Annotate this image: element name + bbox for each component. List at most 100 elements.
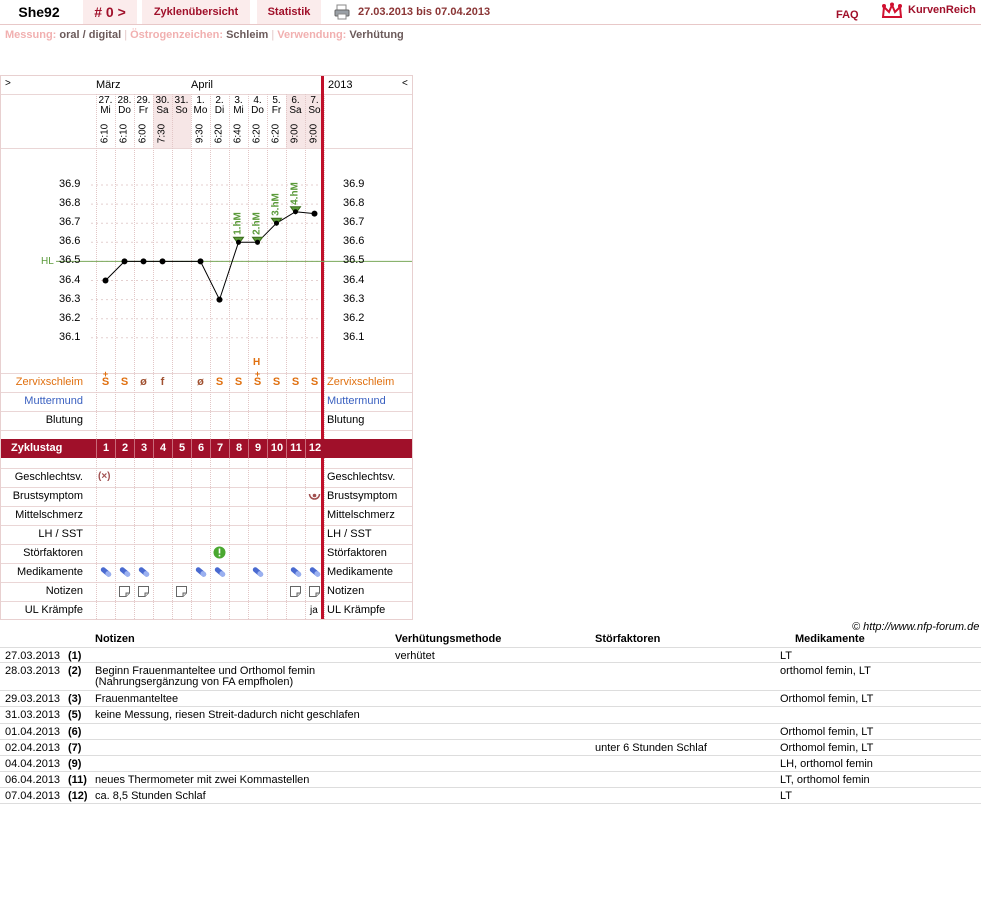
pill-icon (100, 566, 112, 578)
cervical-mucus-value: S (253, 376, 262, 388)
y-tick-label-right: 36.1 (343, 330, 365, 343)
temperature-point (197, 258, 204, 265)
row-label-mittelschmerz-right: Mittelschmerz (327, 509, 395, 521)
table-row: 06.04.2013 (11) neues Thermometer mit zwei… (0, 771, 981, 787)
table-end-line (0, 803, 981, 805)
header-notizen: Notizen (95, 633, 135, 645)
breast-symptom-icon (308, 490, 321, 503)
cell-medi: orthomol femin, LT (780, 665, 871, 677)
day-date: 27. (98, 95, 113, 106)
day-weekday: Do (251, 105, 264, 116)
cervical-mucus-value: ø (140, 376, 147, 388)
cycle-day-number: 2 (115, 439, 134, 458)
weekend-shade (305, 94, 324, 148)
day-weekday: Mi (233, 105, 244, 116)
messung-value: oral / digital (59, 29, 122, 41)
day-date: 28. (117, 95, 132, 106)
cell-verh: verhütet (395, 650, 435, 662)
row-label-notizen-right: Notizen (327, 585, 365, 597)
cell-cd: (6) (68, 726, 82, 738)
cell-medi: LH, orthomol femin (780, 758, 873, 770)
cycle-day-number: 5 (172, 439, 191, 458)
cell-note2: (Nahrungsergänzung von FA empfholen) (95, 676, 294, 688)
cell-date: 06.04.2013 (5, 774, 61, 786)
y-tick-label-right: 36.3 (343, 292, 365, 305)
tab-cycle-overview[interactable]: Zyklenübersicht (142, 0, 250, 24)
temperature-graph (56, 184, 412, 339)
disturbance-icon (213, 546, 226, 559)
cell-date: 27.03.2013 (5, 650, 61, 662)
printer-icon[interactable] (334, 4, 350, 20)
day-date: 31. (174, 95, 189, 106)
cell-cd: (3) (68, 693, 82, 705)
cycle-day-number: 4 (153, 439, 172, 458)
temperature-point (236, 239, 241, 245)
cell-date: 07.04.2013 (5, 790, 61, 802)
pill-icon (138, 566, 150, 578)
cell-cd: (7) (68, 742, 82, 754)
nav-next-button[interactable]: > (5, 78, 11, 89)
high-measurement-label: 2.hM (251, 212, 263, 236)
intercourse-protected-icon: (×) (98, 471, 111, 482)
day-grid-line (115, 94, 116, 619)
row-label-lhsst: LH / SST (38, 528, 83, 540)
table-row: 01.04.2013 (6) Orthomol femin, LT (0, 723, 981, 739)
cycle-day-number: 10 (267, 439, 286, 458)
table-row: 27.03.2013 (1) verhütet LT (0, 647, 981, 663)
cycle-day-number: 8 (229, 439, 248, 458)
cycle-day-number: 3 (134, 439, 153, 458)
day-date: 4. (253, 95, 262, 106)
cervical-mucus-value: f (160, 376, 165, 388)
row-label-stoerfaktoren: Störfaktoren (23, 547, 83, 559)
day-weekday: Do (118, 105, 131, 116)
cell-date: 01.04.2013 (5, 726, 61, 738)
cell-note: neues Thermometer mit zwei Kommastellen (95, 774, 310, 786)
header-stoerfaktoren: Störfaktoren (595, 633, 661, 645)
pill-icon (214, 566, 226, 578)
row-line (1, 148, 412, 149)
cell-cd: (5) (68, 709, 82, 721)
temperature-point (255, 239, 260, 245)
oestrogen-value: Schleim (226, 29, 269, 41)
cell-medi: LT, orthomol femin (780, 774, 870, 786)
day-date: 1. (196, 95, 205, 106)
ul-value: ja (310, 605, 318, 616)
cell-stoer: unter 6 Stunden Schlaf (595, 742, 707, 754)
day-grid-line (267, 94, 268, 619)
y-tick-label: 36.8 (59, 197, 81, 210)
cervical-mucus-value: S (215, 376, 224, 388)
cell-date: 29.03.2013 (5, 693, 61, 705)
verwendung-label: Verwendung: (277, 29, 347, 41)
kurvenreich-logo[interactable]: KurvenReich (908, 4, 976, 16)
day-grid-line (172, 94, 173, 619)
high-measurement-label: 1.hM (232, 212, 244, 236)
cell-cd: (2) (68, 665, 82, 677)
row-label-ul-right: UL Krämpfe (327, 604, 386, 616)
high-measurement-label: 4.hM (289, 181, 301, 205)
pill-icon (252, 566, 264, 578)
row-label-zervix: Zervixschleim (15, 376, 83, 388)
header-medikamente: Medikamente (795, 633, 865, 645)
table-row: 29.03.2013 (3) Frauenmanteltee Orthomol fem… (0, 690, 981, 706)
temperature-point (140, 258, 147, 265)
tab-statistics[interactable]: Statistik (257, 0, 321, 24)
row-label-zervix-right: Zervixschleim (327, 376, 395, 388)
cell-note: Frauenmanteltee (95, 693, 179, 705)
weekend-shade (172, 94, 191, 148)
cell-medi: Orthomol femin, LT (780, 742, 874, 754)
oestrogen-label: Östrogenzeichen: (130, 29, 224, 41)
faq-link[interactable]: FAQ (836, 9, 859, 21)
year-label: 2013 (328, 79, 353, 91)
day-weekday: So (175, 105, 188, 116)
cervical-mucus-value: S (234, 376, 243, 388)
nav-prev-button[interactable]: < (402, 78, 408, 89)
cycle-number-tab[interactable]: # 0 > (83, 0, 137, 24)
cell-date: 04.04.2013 (5, 758, 61, 770)
month-april: April (191, 79, 214, 91)
pill-icon (290, 566, 302, 578)
header-verhuetung: Verhütungsmethode (395, 633, 502, 645)
day-grid-line (324, 94, 325, 619)
row-label-muttermund-right: Muttermund (327, 395, 386, 407)
row-label-brustsymptom: Brustsymptom (12, 490, 83, 502)
table-row: 02.04.2013 (7) unter 6 Stunden Schlaf Ortho… (0, 739, 981, 755)
